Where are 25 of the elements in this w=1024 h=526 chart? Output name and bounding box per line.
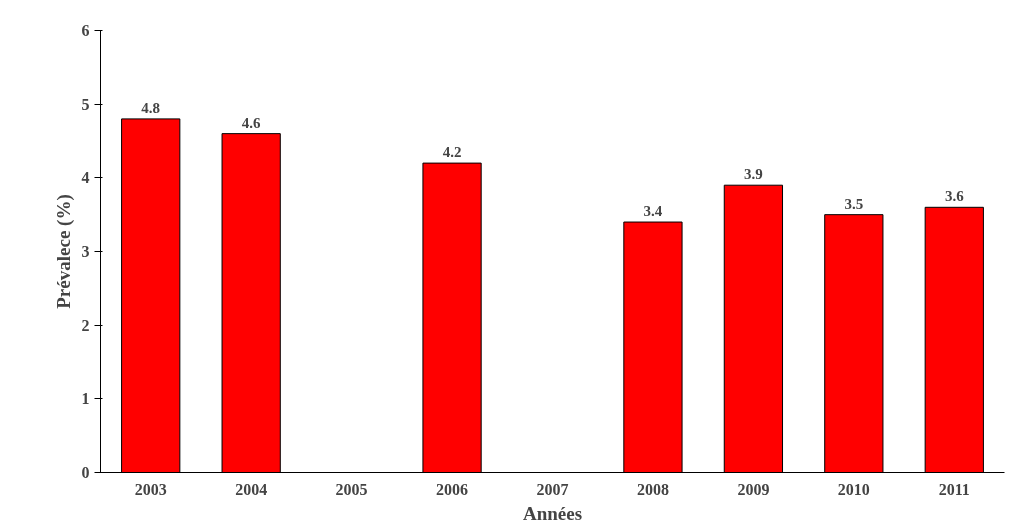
x-tick-label: 2009: [737, 480, 770, 498]
y-tick-label: 4: [81, 169, 90, 187]
x-tick-label: 2006: [436, 480, 469, 498]
x-tick-label: 2008: [636, 480, 669, 498]
data-label: 4.2: [442, 144, 462, 161]
x-tick-label: 2007: [536, 480, 569, 498]
y-tick-label: 0: [81, 464, 90, 481]
x-tick-label: 2005: [335, 480, 368, 498]
y-tick-label: 2: [81, 316, 90, 334]
x-tick-label: 2003: [134, 480, 167, 498]
y-tick-label: 3: [81, 243, 90, 260]
x-axis-title: Années: [522, 502, 583, 524]
y-tick-label: 5: [81, 95, 90, 113]
data-label: 3.5: [844, 195, 864, 212]
y-tick-label: 1: [81, 390, 90, 408]
x-tick-label: 2011: [938, 480, 970, 498]
data-label: 3.4: [643, 203, 663, 220]
data-label: 3.6: [944, 188, 965, 205]
data-label: 3.9: [744, 166, 763, 183]
x-tick-label: 2004: [235, 480, 268, 498]
y-axis-title: Prévalece (%): [52, 194, 75, 309]
data-label: 4.6: [241, 114, 262, 131]
data-label: 4.8: [141, 99, 161, 116]
x-tick-label: 2010: [837, 480, 870, 498]
y-tick-label: 6: [81, 22, 90, 39]
